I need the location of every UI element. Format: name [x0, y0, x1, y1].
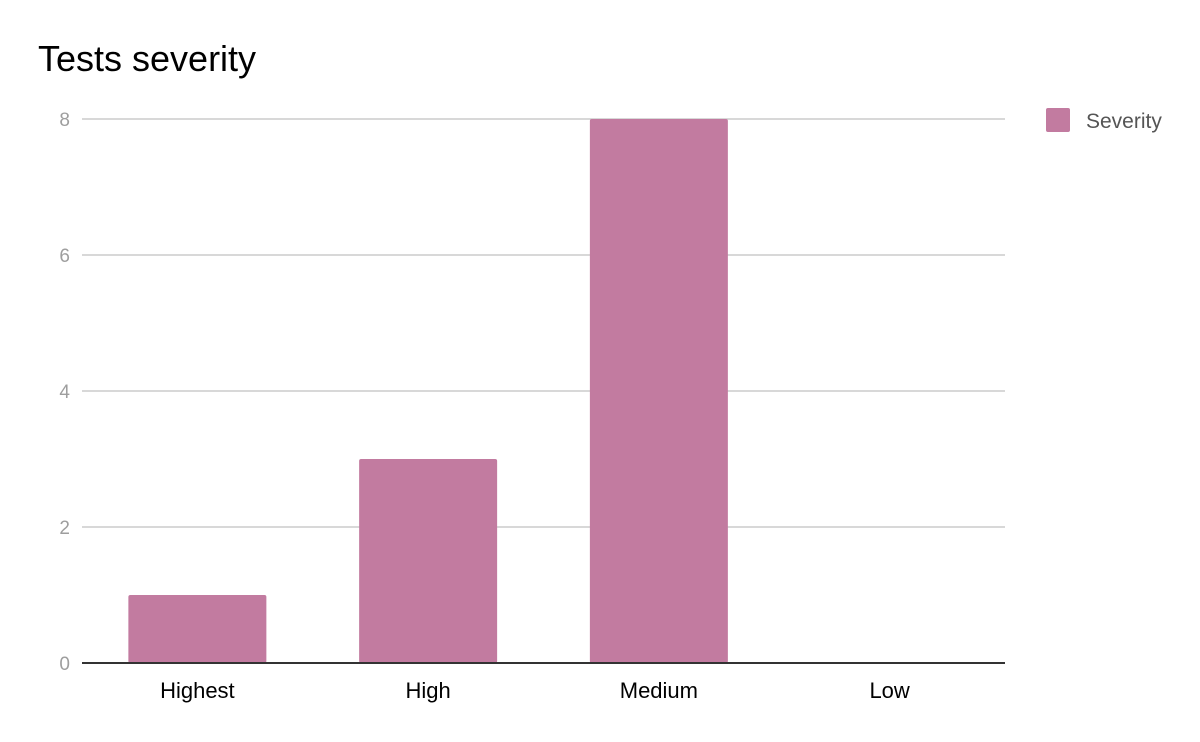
x-category-label: Low — [869, 678, 909, 703]
chart-title: Tests severity — [38, 38, 256, 79]
bar-high — [359, 459, 498, 663]
y-tick-label: 0 — [59, 654, 70, 675]
legend-swatch-severity — [1046, 108, 1070, 132]
y-tick-label: 6 — [59, 246, 70, 267]
y-tick-label: 4 — [59, 382, 70, 403]
y-tick-label: 8 — [59, 110, 70, 131]
x-category-label: High — [406, 678, 451, 703]
x-axis-categories: Highest High Medium Low — [160, 678, 910, 703]
bar-medium — [589, 119, 728, 663]
y-tick-label: 2 — [59, 518, 70, 539]
legend-label-severity: Severity — [1086, 110, 1162, 133]
y-axis-ticks: 0 2 4 6 8 — [59, 110, 70, 675]
gridlines — [82, 118, 1005, 528]
x-category-label: Medium — [620, 678, 698, 703]
bar-highest — [128, 595, 267, 663]
legend: Severity — [1046, 108, 1162, 133]
bars — [128, 119, 728, 663]
x-category-label: Highest — [160, 678, 235, 703]
